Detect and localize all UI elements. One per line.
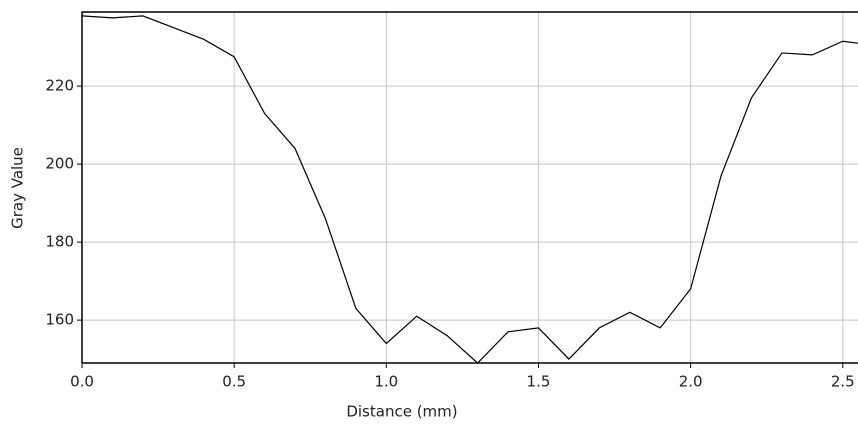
x-axis-label: Distance (mm) [346,403,457,421]
x-tick-label: 0.5 [222,373,246,391]
x-tick-label: 1.5 [527,373,551,391]
data-line [81,15,858,364]
x-tick-label: 2.0 [679,373,703,391]
y-tick-label: 180 [45,233,74,251]
y-axis-label: Gray Value [9,147,27,229]
x-tick-label: 0.0 [70,373,94,391]
y-tick-label: 160 [45,311,74,329]
plot-frame [81,11,858,364]
x-tick-label: 2.5 [831,373,855,391]
y-tick-label: 220 [45,77,74,95]
y-tick-label: 200 [45,155,74,173]
x-tick-label: 1.0 [374,373,398,391]
